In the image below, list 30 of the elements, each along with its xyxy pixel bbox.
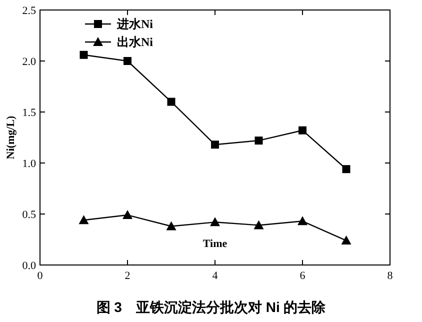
point [342,165,350,174]
legend-label: 进水Ni [116,17,154,31]
point [254,220,264,230]
x-tick-label: 2 [124,270,130,282]
x-tick-label: 6 [300,270,306,282]
text: 图 3 亚铁沉淀法分批次对 Ni 的去除 [96,299,327,315]
point [80,50,88,59]
point [298,126,306,134]
point [341,236,352,245]
point [122,210,132,220]
point [210,217,220,226]
legend-label: 出水Ni [117,35,154,49]
point [166,221,176,230]
y-axis-title: Ni(mg/L) [5,115,17,160]
y-tick-label: 2.5 [22,5,36,17]
y-tick-label: 1.5 [22,107,36,119]
x-axis-title: Time [202,238,228,250]
point [78,215,89,224]
point [254,136,263,145]
x-tick-label: 0 [37,270,44,282]
y-tick-label: 0.5 [22,209,36,221]
x-tick-label: 4 [212,270,218,282]
y-tick-label: 0.0 [22,260,36,272]
point [124,57,132,65]
y-tick-label: 2.0 [22,56,36,68]
x-tick-label: 8 [387,270,394,282]
point [211,140,219,149]
point [298,216,308,226]
point [167,98,176,106]
y-tick-label: 1.0 [22,158,36,170]
